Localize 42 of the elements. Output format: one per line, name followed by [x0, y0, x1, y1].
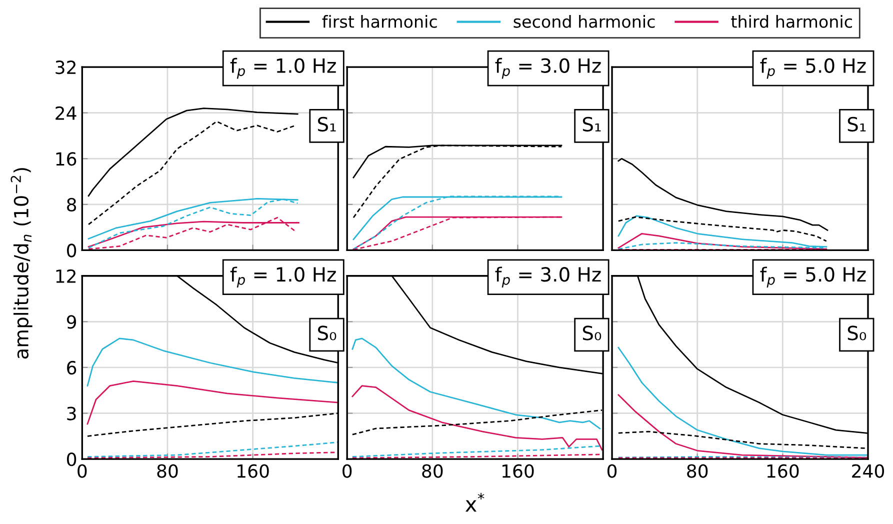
line-series — [86, 442, 338, 458]
legend-label: third harmonic — [731, 15, 852, 28]
x-tick-label: 0 — [607, 464, 617, 478]
line-series — [88, 120, 296, 226]
annotation: f$_{p}$ = 3.0 Hz — [495, 58, 601, 79]
annotation: f$_{p}$ = 3.0 Hz — [495, 266, 601, 288]
y-tick-label: 6 — [67, 360, 76, 375]
annotation: f$_{p}$ = 5.0 Hz — [760, 58, 866, 79]
x-tick-label: 80 — [687, 464, 708, 478]
annotation: f$_{p}$ = 1.0 Hz — [230, 266, 336, 288]
annotation: S₁ — [582, 116, 601, 132]
y-tick-label: 12 — [56, 269, 76, 283]
annotation: f$_{p}$ = 1.0 Hz — [230, 58, 336, 79]
y-tick-label: 8 — [67, 198, 76, 212]
x-axis-title: x$^{*}$ — [465, 492, 484, 512]
annotation: f$_{p}$ = 5.0 Hz — [760, 266, 866, 288]
y-tick-label: 24 — [56, 106, 76, 120]
annotation: S₁ — [848, 116, 866, 132]
x-tick-label: 160 — [767, 464, 799, 478]
x-tick-label: 80 — [422, 464, 443, 478]
y-tick-label: 32 — [56, 60, 76, 74]
legend-label: first harmonic — [322, 15, 437, 28]
line-series — [88, 198, 298, 249]
annotation: S₀ — [318, 326, 336, 340]
annotation: S₁ — [318, 116, 336, 132]
y-tick-label: 3 — [67, 406, 76, 420]
line-series — [86, 380, 338, 425]
x-tick-label: 240 — [852, 464, 884, 478]
y-tick-label: 9 — [66, 315, 76, 329]
x-tick-label: 80 — [157, 464, 178, 478]
y-axis-title: amplitude/d$_{n}$ (10$^{−2}$) — [10, 168, 32, 359]
legend-label: second harmonic — [514, 15, 655, 28]
x-tick-label: 160 — [502, 464, 534, 478]
line-series — [88, 108, 298, 197]
y-tick-label: 16 — [56, 152, 76, 166]
y-tick-label: 0 — [67, 452, 76, 466]
x-tick-label: 0 — [78, 464, 87, 478]
x-tick-label: 0 — [342, 464, 352, 478]
annotation: S₀ — [582, 326, 602, 340]
annotation: S₀ — [848, 326, 866, 340]
y-tick-label: 0 — [67, 244, 76, 258]
x-tick-label: 160 — [238, 464, 269, 478]
